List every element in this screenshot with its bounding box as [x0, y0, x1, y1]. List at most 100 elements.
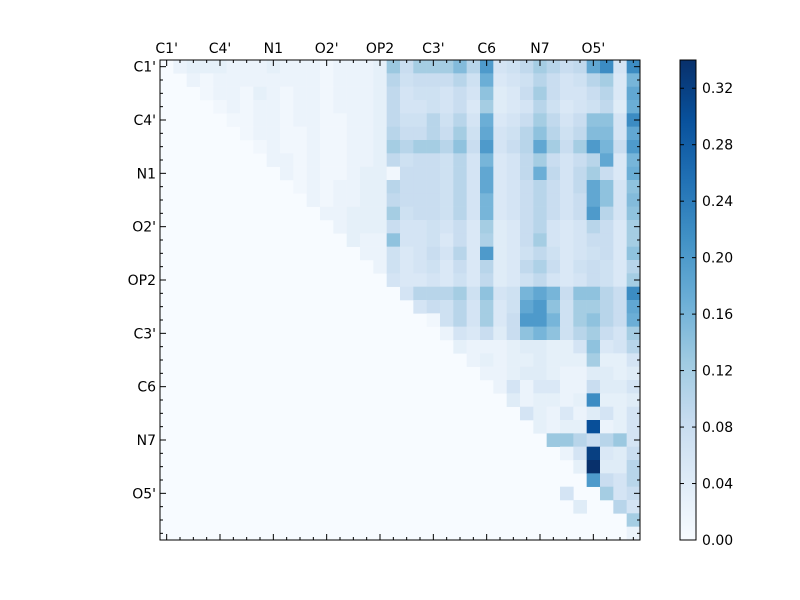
heatmap-cell [573, 246, 587, 261]
heatmap-cell [466, 86, 481, 101]
heatmap-cell [533, 300, 547, 314]
heatmap-cell [546, 420, 561, 434]
heatmap-cell [613, 153, 627, 167]
heatmap-cell [440, 113, 454, 127]
heatmap-cell [573, 180, 587, 194]
heatmap-cell [586, 100, 601, 114]
heatmap-cell [453, 60, 467, 74]
heatmap-cell [453, 126, 467, 141]
heatmap-cell [453, 260, 467, 274]
heatmap-cell [333, 180, 347, 194]
heatmap-cell [626, 513, 641, 527]
heatmap-cell [453, 340, 467, 354]
heatmap-cell [280, 166, 294, 181]
heatmap-cell [480, 193, 494, 207]
heatmap-cell [373, 206, 387, 221]
heatmap-cell [386, 126, 401, 141]
heatmap-cell [520, 366, 534, 381]
heatmap-cell [373, 140, 387, 154]
heatmap-cell [373, 193, 387, 207]
heatmap-cell [306, 180, 321, 194]
heatmap-cell [626, 446, 641, 461]
heatmap-cell [626, 233, 641, 247]
heatmap-cell [266, 153, 281, 167]
y-tick-label: N7 [137, 433, 156, 449]
heatmap-cell [293, 73, 307, 87]
heatmap-cell [466, 60, 481, 74]
heatmap-cell [626, 113, 641, 127]
heatmap-cell [546, 300, 561, 314]
heatmap-cell [520, 260, 534, 274]
heatmap-cell [386, 193, 401, 207]
heatmap-cell [560, 193, 574, 207]
heatmap-cell [440, 86, 454, 101]
heatmap-cell [373, 113, 387, 127]
heatmap-cell [613, 180, 627, 194]
x-tick-label: C1' [155, 41, 178, 57]
heatmap-cell [360, 180, 374, 194]
heatmap-cell [213, 100, 227, 114]
heatmap-cell [426, 233, 441, 247]
heatmap-cell [560, 286, 574, 301]
heatmap-cell [600, 166, 614, 181]
heatmap-cell [453, 313, 467, 327]
heatmap-cell [413, 166, 427, 181]
heatmap-cell [613, 500, 627, 514]
heatmap-cell [626, 153, 641, 167]
heatmap-cell [440, 260, 454, 274]
heatmap-cell [586, 433, 601, 447]
heatmap-cell [280, 140, 294, 154]
colorbar-tick-label: 0.32 [702, 81, 733, 97]
heatmap-cell [493, 193, 507, 207]
heatmap-cell [186, 60, 201, 74]
heatmap-cell [480, 273, 494, 287]
heatmap-cell [426, 100, 441, 114]
heatmap-cell [533, 313, 547, 327]
heatmap-cell [453, 246, 467, 261]
heatmap-cell [426, 140, 441, 154]
heatmap-cell [413, 300, 427, 314]
heatmap-cell [333, 193, 347, 207]
heatmap-cell [573, 73, 587, 87]
heatmap-cell [346, 140, 361, 154]
heatmap-cell [280, 153, 294, 167]
heatmap-cell [386, 260, 401, 274]
heatmap-cell [586, 446, 601, 461]
heatmap-cell [586, 273, 601, 287]
heatmap-cell [413, 86, 427, 101]
heatmap-cell [480, 113, 494, 127]
heatmap-cell [533, 86, 547, 101]
heatmap-cell [413, 286, 427, 301]
heatmap-cell [480, 153, 494, 167]
heatmap-cell [546, 60, 561, 74]
heatmap-cell [253, 126, 267, 141]
heatmap-cell [480, 180, 494, 194]
heatmap-cell [480, 220, 494, 234]
heatmap-cell [586, 140, 601, 154]
heatmap-cell [386, 180, 401, 194]
heatmap-cell [560, 446, 574, 461]
heatmap-cell [386, 153, 401, 167]
heatmap-cell [546, 260, 561, 274]
heatmap-cell [546, 113, 561, 127]
heatmap-cell [600, 273, 614, 287]
heatmap-cell [626, 73, 641, 87]
heatmap-cell [360, 153, 374, 167]
heatmap-cell [600, 446, 614, 461]
heatmap-cell [466, 140, 481, 154]
heatmap-cell [306, 193, 321, 207]
heatmap-cell [573, 326, 587, 341]
heatmap-cell [626, 140, 641, 154]
heatmap-cell [506, 393, 521, 407]
heatmap-cell [613, 380, 627, 394]
heatmap-cell [586, 300, 601, 314]
heatmap-cell [440, 233, 454, 247]
heatmap-cell [320, 86, 334, 101]
heatmap-cell [560, 153, 574, 167]
heatmap-cell [266, 140, 281, 154]
heatmap-cell [600, 73, 614, 87]
heatmap-cell [533, 220, 547, 234]
heatmap-cell [493, 166, 507, 181]
heatmap-cell [613, 486, 627, 501]
heatmap-cell [626, 60, 641, 74]
